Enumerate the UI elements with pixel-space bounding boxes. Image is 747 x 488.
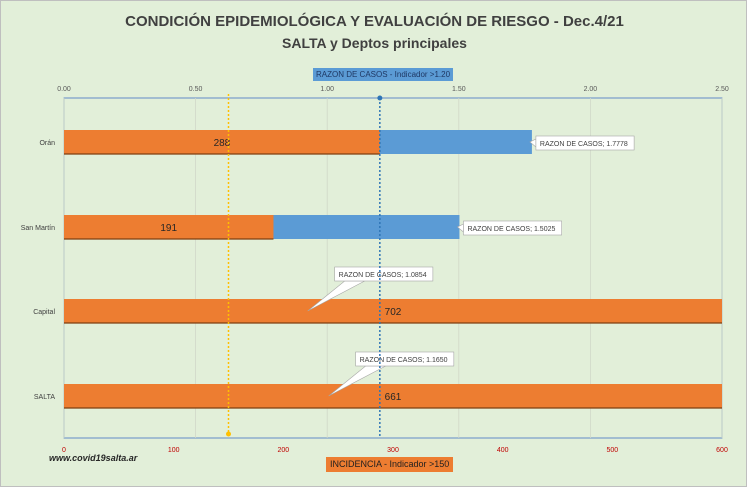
threshold-incidencia-marker xyxy=(226,431,231,437)
bottom-tick-label: 400 xyxy=(497,447,509,454)
incidencia-data-label: 702 xyxy=(385,307,402,318)
threshold-razon-marker xyxy=(377,95,383,101)
razon-data-label: RAZON DE CASOS; 1.0854 xyxy=(339,272,427,279)
bottom-tick-label: 600 xyxy=(716,447,728,454)
chart-subtitle: SALTA y Deptos principales xyxy=(282,35,467,51)
bar-incidencia xyxy=(64,215,274,239)
category-label: San Martín xyxy=(21,225,55,232)
callout-box xyxy=(463,220,562,236)
callout-box xyxy=(535,135,635,151)
bottom-tick-label: 0 xyxy=(62,447,66,454)
incidencia-data-label: 288 xyxy=(214,138,231,149)
top-tick-label: 1.50 xyxy=(452,86,466,93)
bottom-tick-label: 500 xyxy=(606,447,618,454)
bottom-axis-title: INCIDENCIA - Indicador >150 xyxy=(326,457,454,472)
bar-incidencia xyxy=(64,299,722,323)
razon-data-label: RAZON DE CASOS; 1.1650 xyxy=(360,357,448,364)
top-tick-label: 2.50 xyxy=(715,86,729,93)
top-tick-label: 0.50 xyxy=(189,86,203,93)
bottom-tick-label: 300 xyxy=(387,447,399,454)
top-tick-label: 1.00 xyxy=(320,86,334,93)
top-axis-title: RAZON DE CASOS - Indicador >1.20 xyxy=(313,68,454,81)
bottom-tick-label: 200 xyxy=(277,447,289,454)
bottom-tick-label: 100 xyxy=(168,447,180,454)
chart-title: CONDICIÓN EPIDEMIOLÓGICA Y EVALUACIÓN DE… xyxy=(125,13,624,30)
category-label: Capital xyxy=(33,309,55,316)
top-tick-label: 0.00 xyxy=(57,86,71,93)
bar-incidencia xyxy=(64,384,722,408)
incidencia-data-label: 191 xyxy=(160,223,177,234)
category-label: SALTA xyxy=(34,394,55,401)
bar-incidencia xyxy=(64,130,380,154)
top-tick-label: 2.00 xyxy=(584,86,598,93)
callout-box xyxy=(334,266,434,282)
razon-data-label: RAZON DE CASOS; 1.5025 xyxy=(467,226,555,233)
incidencia-data-label: 661 xyxy=(385,392,402,403)
category-label: Orán xyxy=(39,140,55,147)
razon-data-label: RAZON DE CASOS; 1.7778 xyxy=(540,141,628,148)
watermark: www.covid19salta.ar xyxy=(49,453,138,463)
